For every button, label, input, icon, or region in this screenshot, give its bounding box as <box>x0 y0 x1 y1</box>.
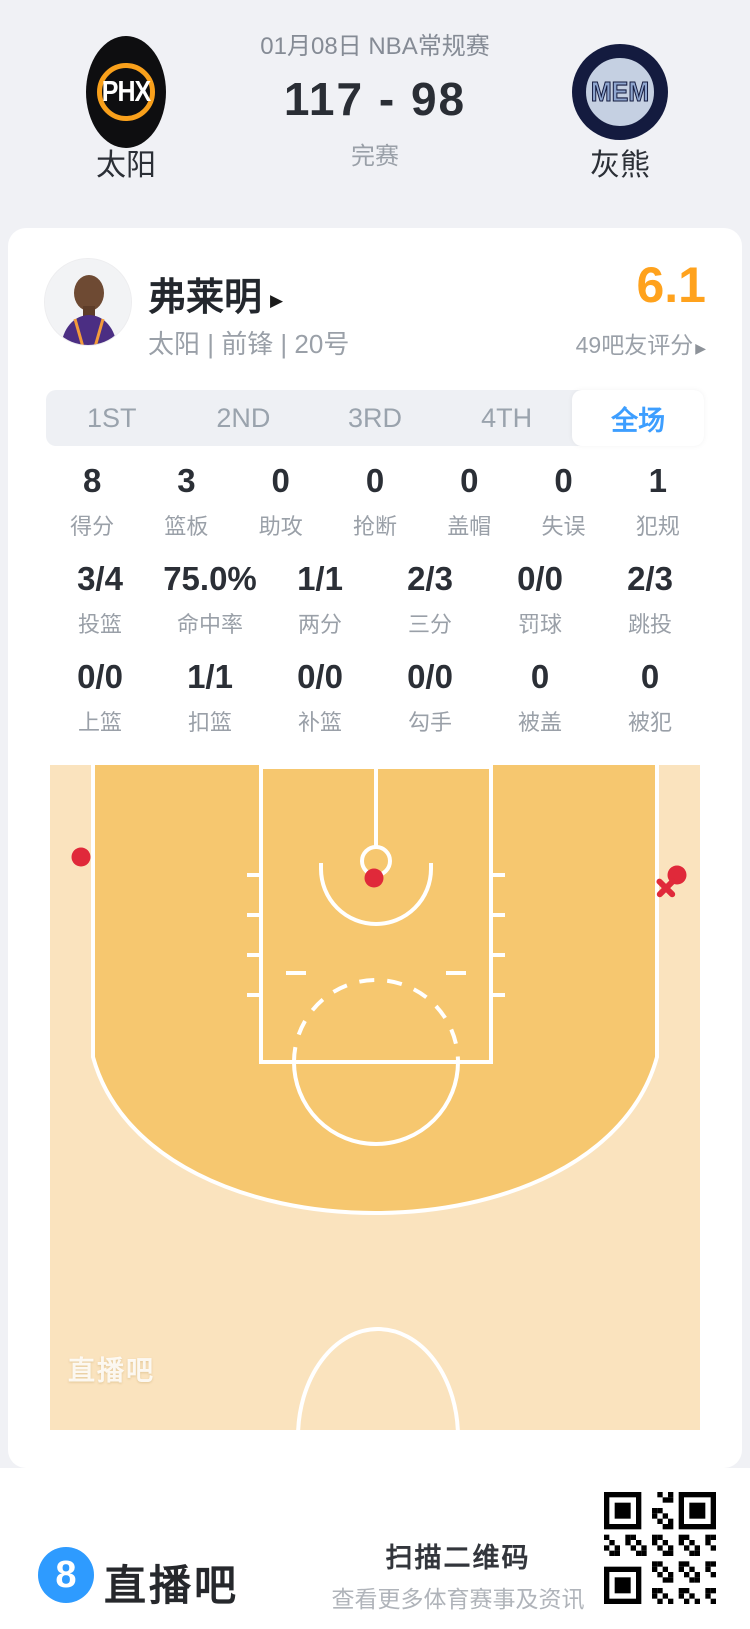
stat-steals: 0 抢断 <box>352 462 397 539</box>
stat-blocks: 0 盖帽 <box>447 462 492 539</box>
player-name: 弗莱明 <box>148 277 263 319</box>
home-team-logo[interactable]: PHX <box>88 38 164 146</box>
stats-row-basic: 8 得分 3 篮板 0 助攻 0 抢断 0 盖帽 0 失误 1 犯规 <box>45 462 705 541</box>
player-meta: 太阳 | 前锋 | 20号 <box>148 329 350 359</box>
zhibo8-logo-text: 直播吧 <box>104 1562 240 1609</box>
stat-2pt: 1/1 两分 <box>297 560 343 637</box>
stat-layup: 0/0 上篮 <box>77 658 123 735</box>
qr-subtitle: 查看更多体育赛事及资讯 <box>331 1586 585 1612</box>
home-team-name[interactable]: 太阳 <box>96 149 156 182</box>
zhibo8-logo-icon: 8 <box>38 1547 94 1603</box>
stats-row-shot-types: 0/0 上篮 1/1 扣篮 0/0 补篮 0/0 勾手 0 被盖 0 被犯 <box>45 658 705 737</box>
stat-3pt: 2/3 三分 <box>407 560 453 637</box>
stats-row-shooting: 3/4 投篮 75.0% 命中率 1/1 两分 2/3 三分 0/0 罚球 2/3 跳投 <box>45 560 705 639</box>
qr-title: 扫描二维码 <box>385 1543 531 1573</box>
stat-jumpshot: 2/3 跳投 <box>627 560 673 637</box>
shot-layer <box>50 765 700 1430</box>
player-avatar-image <box>45 259 131 345</box>
phx-logo-ring <box>97 63 155 121</box>
player-rating: 6.1 <box>636 257 706 313</box>
player-name-row[interactable]: 弗莱明 ▶ <box>148 266 283 321</box>
away-team-name[interactable]: 灰熊 <box>590 149 650 182</box>
stat-fouls: 1 犯规 <box>635 462 680 539</box>
tab-2nd[interactable]: 2ND <box>216 402 271 433</box>
stat-fg: 3/4 投篮 <box>77 560 123 637</box>
tab-1st[interactable]: 1ST <box>87 402 137 433</box>
quarter-tabbar: 1ST 2ND 3RD 4TH 全场 <box>46 390 704 446</box>
stat-fouled: 0 被犯 <box>627 658 672 735</box>
stat-rebounds: 3 篮板 <box>164 462 209 539</box>
player-rating-note[interactable]: 49吧友评分 ▶ <box>460 326 706 360</box>
stat-fg-pct: 75.0% 命中率 <box>163 560 257 637</box>
shot-missed-marker <box>654 875 678 899</box>
shot-chart-court: 直播吧 <box>50 765 700 1430</box>
player-avatar[interactable] <box>44 258 132 346</box>
phx-logo-text: PHX <box>101 75 151 108</box>
stat-ft: 0/0 罚球 <box>517 560 563 637</box>
mem-logo-inner-disc <box>583 55 657 129</box>
stat-assists: 0 助攻 <box>258 462 303 539</box>
tab-3rd[interactable]: 3RD <box>347 402 402 433</box>
stat-points: 8 得分 <box>70 462 115 539</box>
player-name-arrow-icon: ▶ <box>270 291 284 310</box>
rating-note-arrow-icon: ▶ <box>695 340 706 356</box>
away-team-logo[interactable]: MEM <box>572 44 668 140</box>
mem-logo-text: MEM <box>590 76 650 108</box>
game-status: 完赛 <box>351 143 399 170</box>
court-watermark: 直播吧 <box>68 1356 155 1386</box>
game-date: 01月08日 NBA常规赛 <box>260 33 490 60</box>
shot-made-marker <box>71 847 91 867</box>
stat-tipin: 0/0 补篮 <box>297 658 343 735</box>
game-score: 117 - 98 <box>283 73 467 125</box>
tab-full-game[interactable]: 全场 <box>572 390 704 446</box>
qr-code <box>604 1492 716 1604</box>
stat-dunk: 1/1 扣篮 <box>187 658 233 735</box>
shot-made-marker <box>364 868 384 888</box>
tab-4th[interactable]: 4TH <box>481 402 533 433</box>
stat-hook: 0/0 勾手 <box>407 658 453 735</box>
rating-note-text: 49吧友评分 <box>575 332 694 358</box>
stat-turnovers: 0 失误 <box>541 462 586 539</box>
stat-blocked: 0 被盖 <box>517 658 562 735</box>
